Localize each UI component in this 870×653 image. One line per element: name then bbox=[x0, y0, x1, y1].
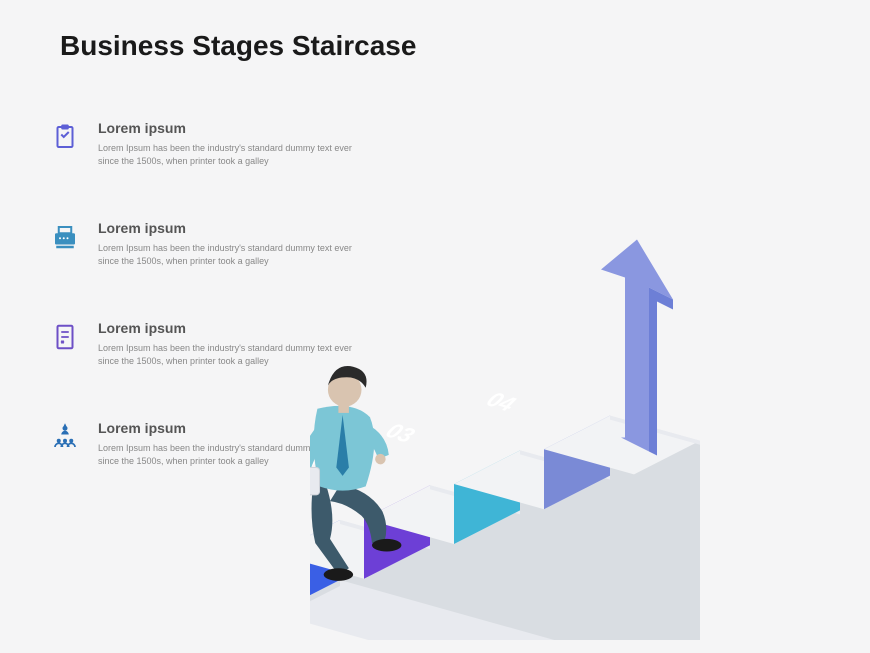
clipboard-icon bbox=[48, 120, 82, 154]
document-icon bbox=[48, 320, 82, 354]
staircase-stage: 01020304 bbox=[310, 80, 870, 640]
svg-text:03: 03 bbox=[381, 419, 420, 447]
page-title: Business Stages Staircase bbox=[60, 30, 416, 62]
staircase-svg: 01020304 bbox=[310, 80, 870, 640]
svg-text:04: 04 bbox=[482, 388, 521, 416]
typewriter-icon bbox=[48, 220, 82, 254]
people-pin-icon bbox=[48, 420, 82, 454]
